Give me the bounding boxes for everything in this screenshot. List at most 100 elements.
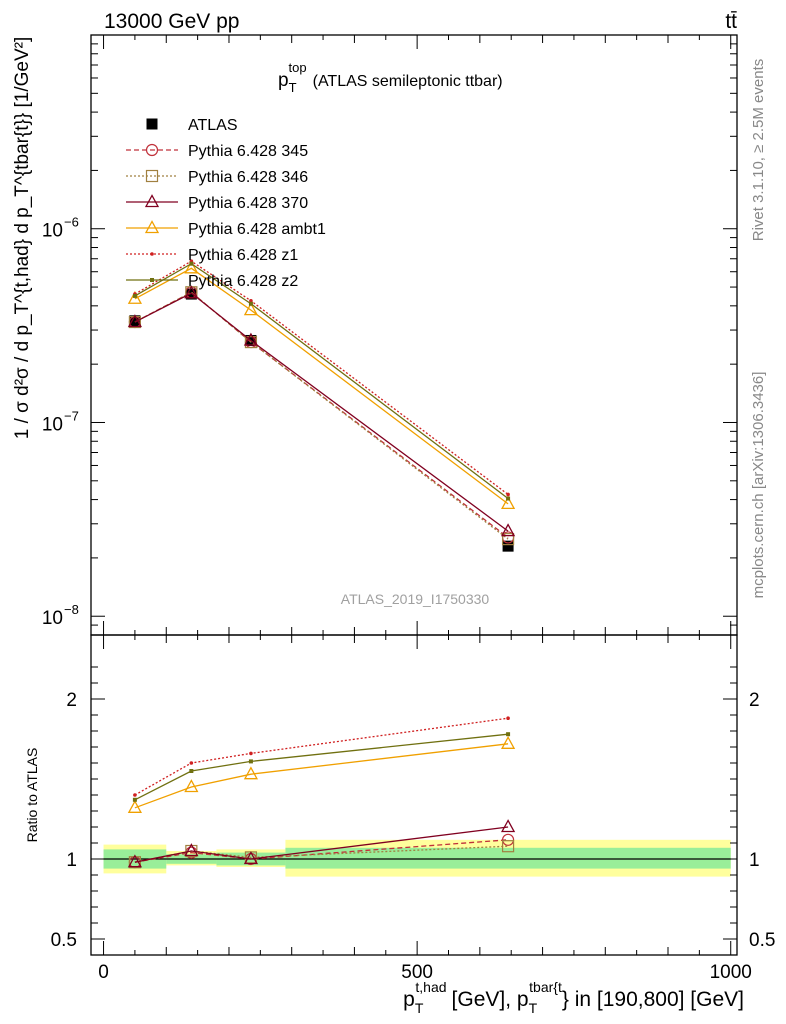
ratio-series-line <box>134 743 509 809</box>
ratio-data-point <box>133 793 137 797</box>
ratio-uncertainty-bands <box>103 839 731 877</box>
main-data-point <box>189 261 194 266</box>
y-tick-label: 10 <box>42 221 63 242</box>
main-panel: 10−610−710−8 pTtop(ATLAS semileptonic tt… <box>12 34 738 636</box>
legend-label: Pythia 6.428 z1 <box>188 247 298 264</box>
main-data-point <box>185 288 197 300</box>
legend-marker <box>150 252 154 256</box>
legend-label: Pythia 6.428 345 <box>188 143 308 160</box>
main-data-point <box>506 492 510 497</box>
main-data-point <box>132 293 137 298</box>
ratio-data-point <box>243 851 259 865</box>
main-data-point <box>243 302 259 316</box>
ratio-plot-marks <box>127 716 516 869</box>
main-title-p: p <box>278 70 289 91</box>
legend-marker <box>145 169 159 183</box>
y-tick-exponent: −6 <box>64 215 79 230</box>
main-data-point <box>129 315 141 327</box>
ratio-series-line <box>134 733 509 801</box>
ratio-data-point <box>184 843 199 857</box>
ratio-y-tick-label: 2 <box>66 690 77 711</box>
main-data-point <box>184 260 199 274</box>
y-tick-exponent: −8 <box>64 602 79 617</box>
x-tick-label: 0 <box>98 962 109 983</box>
x-label-sup2: tbar{t <box>529 979 562 995</box>
ratio-series-line <box>134 717 509 796</box>
process-label: tt̄ <box>725 10 737 33</box>
ratio-axis-ticks: 2 2 1 1 0.5 0.5 0 500 1000 <box>51 635 775 983</box>
ratio-data-point <box>189 769 194 773</box>
main-series-line <box>134 291 509 540</box>
rivet-label: Rivet 3.1.10, ≥ 2.5M events <box>750 59 767 242</box>
main-plot-marks <box>127 259 516 552</box>
main-series-line <box>134 292 509 532</box>
main-data-point <box>243 332 259 346</box>
ratio-y-tick-label-right: 0.5 <box>749 930 775 951</box>
x-label-p1: p <box>403 988 415 1011</box>
main-series-line <box>134 291 509 538</box>
ratio-data-point <box>506 732 511 737</box>
main-data-point <box>502 540 514 552</box>
main-title-rest: (ATLAS semileptonic ttbar) <box>313 73 503 90</box>
x-tick-label: 500 <box>401 962 433 983</box>
ratio-series-line <box>134 826 509 863</box>
ratio-y-tick-label: 0.5 <box>51 930 77 951</box>
ratio-data-point <box>132 797 137 802</box>
ratio-data-point <box>189 761 194 765</box>
ratio-frame <box>90 634 738 956</box>
ratio-data-point <box>501 840 515 853</box>
ratio-y-tick-label: 1 <box>66 850 77 871</box>
x-label-sub2: T <box>529 1000 538 1016</box>
main-data-point <box>500 523 516 537</box>
main-data-point <box>500 496 516 510</box>
legend-marker <box>150 278 154 282</box>
main-y-axis-label: 1 / σ d²σ / d p_T^{t,had} d p_T^{tbar{t}… <box>12 37 33 440</box>
ratio-data-point <box>500 819 516 833</box>
main-data-point <box>248 301 253 306</box>
main-title-sub: T <box>289 80 297 95</box>
ratio-data-point <box>127 854 142 868</box>
ratio-y-tick-label-right: 1 <box>749 850 760 871</box>
legend-marker <box>145 143 159 157</box>
ratio-data-point <box>500 735 516 749</box>
y-tick-label: 10 <box>42 414 63 435</box>
main-data-point <box>506 496 511 501</box>
ratio-data-point <box>243 766 259 780</box>
main-axis-ticks: 10−610−710−8 <box>42 34 737 636</box>
legend-marker <box>146 118 158 130</box>
legend-label: Pythia 6.428 346 <box>188 169 308 186</box>
legend-label: Pythia 6.428 370 <box>188 195 308 212</box>
x-label-mid: [GeV], p <box>452 988 529 1011</box>
main-title-sup: top <box>289 60 307 75</box>
ratio-y-tick-label-right: 2 <box>749 690 760 711</box>
ratio-data-point <box>184 779 199 793</box>
x-label-rest: } in [190,800] [GeV] <box>562 988 744 1011</box>
main-data-point <box>244 335 258 349</box>
legend-label: Pythia 6.428 ambt1 <box>188 221 326 238</box>
x-axis-label: pTt,had[GeV], pTtbar{t} in [190,800] [Ge… <box>403 979 744 1016</box>
ratio-data-point <box>248 759 253 764</box>
ratio-data-point <box>249 751 253 756</box>
legend-label: ATLAS <box>188 117 238 134</box>
main-data-point <box>127 314 142 328</box>
main-data-point <box>127 290 142 304</box>
main-series-line <box>134 267 509 505</box>
main-data-point <box>501 533 515 546</box>
main-data-point <box>249 298 253 303</box>
ratio-data-point <box>501 833 515 846</box>
legend-marker <box>144 194 160 208</box>
main-series-line <box>134 260 509 495</box>
main-title: pTtop (ATLAS semileptonic ttbar) <box>278 60 503 95</box>
ratio-band-inner <box>285 847 731 869</box>
mcplots-label: mcplots.cern.ch [arXiv:1306.3436] <box>750 372 767 599</box>
energy-label: 13000 GeV pp <box>104 10 239 33</box>
ratio-data-point <box>506 716 510 720</box>
analysis-watermark: ATLAS_2019_I1750330 <box>341 591 490 607</box>
y-tick-exponent: −7 <box>64 408 79 423</box>
ratio-panel: 2 21 10.5 0.50 500 1000 Ratio to ATLAS pTt,ha… <box>24 634 775 1016</box>
y-tick-label: 10 <box>42 608 63 629</box>
x-label-sub1: T <box>415 1000 424 1016</box>
ratio-series-line <box>134 839 509 863</box>
ratio-data-point <box>127 799 142 813</box>
